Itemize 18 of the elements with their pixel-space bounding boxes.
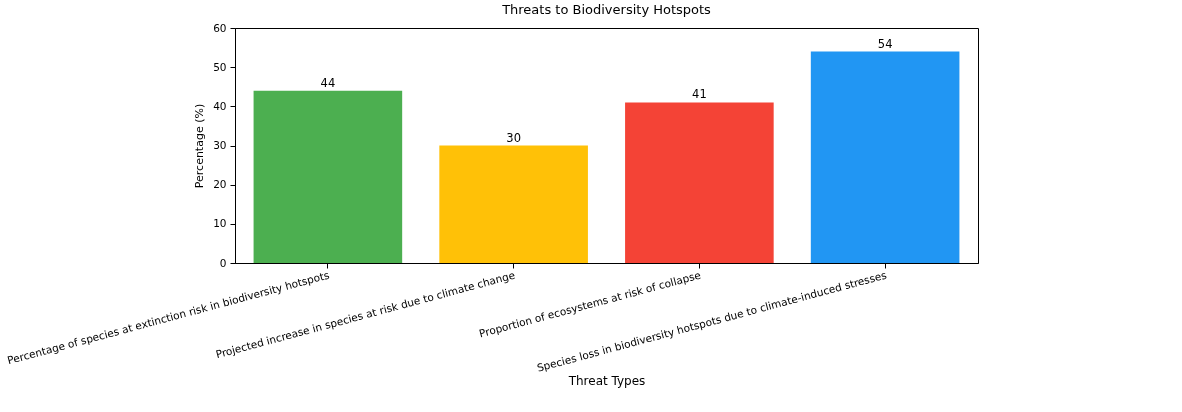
bar [810,51,960,263]
x-axis-title: Threat Types [567,374,646,389]
y-tick-label: 30 [213,139,227,151]
data-label: 54 [877,36,893,51]
y-tick-label: 10 [213,217,227,230]
bar [253,90,403,263]
y-tick-label: 0 [219,256,227,269]
data-label: 44 [320,75,336,90]
chart-title: Threats to Biodiversity Hotspots [501,2,712,17]
data-label: 41 [692,87,707,102]
y-axis-title: Percentage (%) [193,103,207,189]
y-tick-label: 60 [213,21,227,34]
bar [439,145,588,263]
y-tick-label: 40 [213,99,227,112]
y-tick-label: 50 [213,60,227,73]
data-label: 30 [506,130,521,145]
bar [625,102,774,263]
y-tick-label: 20 [213,178,227,191]
